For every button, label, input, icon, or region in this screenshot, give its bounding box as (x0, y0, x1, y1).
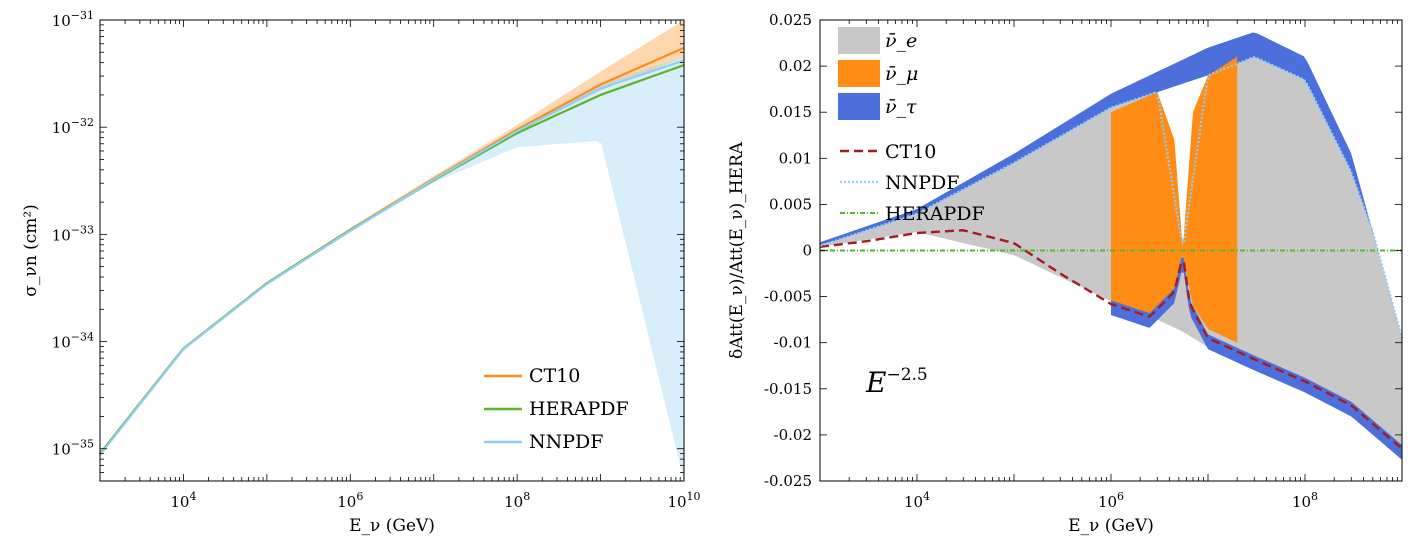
y-axis-label: δAtt(E_ν)/Att(E_ν)_HERA (727, 141, 747, 359)
legend-label-ct10: CT10 (885, 141, 936, 163)
x-tick-label-base: 10 (504, 493, 523, 511)
x-tick-label-base: 10 (337, 493, 356, 511)
spectrum-annotation-exp: −2.5 (886, 365, 927, 385)
y-tick-label-base: 10 (52, 119, 71, 137)
y-tick-label-exp: −33 (71, 223, 94, 236)
plot-area (100, 20, 684, 481)
x-axis-label: E_ν (GeV) (349, 516, 435, 536)
legend: CT10 HERAPDF NNPDF (484, 365, 629, 453)
y-tick-label-exp: −35 (71, 438, 94, 451)
y-tick-label: 0.025 (769, 11, 812, 29)
cross-section-chart: 104 106 108 101010−3510−3410−3310−3210−31E_… (21, 9, 701, 536)
y-tick-label-exp: −34 (71, 331, 94, 344)
y-tick-label: 0 (802, 242, 812, 260)
attenuation-chart: 104 106 1080.0250.020.0150.010.0050-0.005-… (727, 11, 1404, 536)
y-tick-label: 10−32 (52, 116, 94, 137)
x-tick-label-base: 10 (904, 493, 923, 511)
x-tick-label: 106 (1098, 490, 1124, 511)
spectrum-annotation-base: E (865, 366, 886, 399)
legend-label-nu-e-bar: ν̄_e (885, 30, 917, 52)
legend-label-ct10: CT10 (529, 365, 580, 387)
spectrum-annotation: E−2.5 (865, 365, 928, 399)
x-tick-label: 1010 (667, 490, 700, 511)
y-tick-label: 0.02 (779, 57, 812, 75)
band-nu-tau-bar-lower (1111, 257, 1402, 460)
x-tick-label: 104 (904, 490, 930, 511)
x-tick-label-exp: 4 (923, 490, 930, 503)
line-nnpdf (99, 59, 685, 456)
y-tick-label: -0.01 (774, 334, 812, 352)
legend: ν̄_e ν̄_μ ν̄_τ CT10 NNPDF HERAPDF (838, 27, 985, 225)
x-tick-label-base: 10 (667, 493, 686, 511)
x-tick-label: 108 (504, 490, 530, 511)
y-tick-label: -0.025 (764, 472, 812, 490)
band-nnpdf (100, 57, 684, 482)
x-axis-label: E_ν (GeV) (1068, 516, 1154, 536)
band-nu-mu-bar (1111, 56, 1238, 343)
y-tick-label: 10−35 (52, 438, 94, 459)
y-tick-label: 10−33 (52, 223, 94, 244)
legend-label-herapdf: HERAPDF (885, 203, 985, 225)
x-tick-label: 108 (1292, 490, 1318, 511)
legend-label-herapdf: HERAPDF (529, 398, 629, 420)
plot-frame (99, 19, 685, 482)
band-nu-tau-bar (820, 32, 1402, 357)
y-tick-label: -0.005 (764, 288, 812, 306)
y-tick-label: 0.005 (769, 195, 812, 213)
y-tick-label-base: 10 (52, 226, 71, 244)
legend-swatch-nu-mu-bar (838, 60, 880, 87)
x-tick-label-exp: 10 (687, 490, 701, 503)
x-tick-label: 106 (337, 490, 363, 511)
legend-label-nu-mu-bar: ν̄_μ (885, 63, 918, 85)
x-tick-label-exp: 8 (523, 490, 530, 503)
y-tick-label: -0.02 (774, 426, 812, 444)
y-tick-label-base: 10 (52, 12, 71, 30)
legend-label-nnpdf: NNPDF (885, 172, 959, 194)
legend-swatch-nu-tau-bar (838, 93, 880, 120)
x-tick-label: 104 (170, 490, 196, 511)
x-tick-label-base: 10 (1292, 493, 1311, 511)
y-tick-label: 0.01 (779, 149, 812, 167)
x-tick-label-exp: 4 (189, 490, 196, 503)
y-tick-label: 10−34 (52, 331, 94, 352)
legend-label-nnpdf: NNPDF (529, 431, 603, 453)
x-tick-label-exp: 6 (1117, 490, 1124, 503)
legend-label-nu-tau-bar: ν̄_τ (885, 96, 917, 118)
line-ct10 (819, 229, 1403, 450)
y-tick-label: 10−31 (52, 9, 94, 30)
x-tick-label-base: 10 (170, 493, 189, 511)
y-tick-label-exp: −32 (71, 116, 94, 129)
legend-swatch-nu-e-bar (838, 27, 880, 54)
y-tick-label: 0.015 (769, 103, 812, 121)
line-nnpdf (819, 56, 1404, 339)
y-tick-label-exp: −31 (71, 9, 94, 22)
y-axis-label: σ_νn (cm²) (21, 204, 41, 297)
band-ct10 (100, 20, 684, 455)
y-tick-label: -0.015 (764, 380, 812, 398)
y-tick-label-base: 10 (52, 441, 71, 459)
y-tick-label-base: 10 (52, 334, 71, 352)
x-tick-label-exp: 8 (1311, 490, 1318, 503)
x-tick-label-base: 10 (1098, 493, 1117, 511)
x-tick-label-exp: 6 (356, 490, 363, 503)
